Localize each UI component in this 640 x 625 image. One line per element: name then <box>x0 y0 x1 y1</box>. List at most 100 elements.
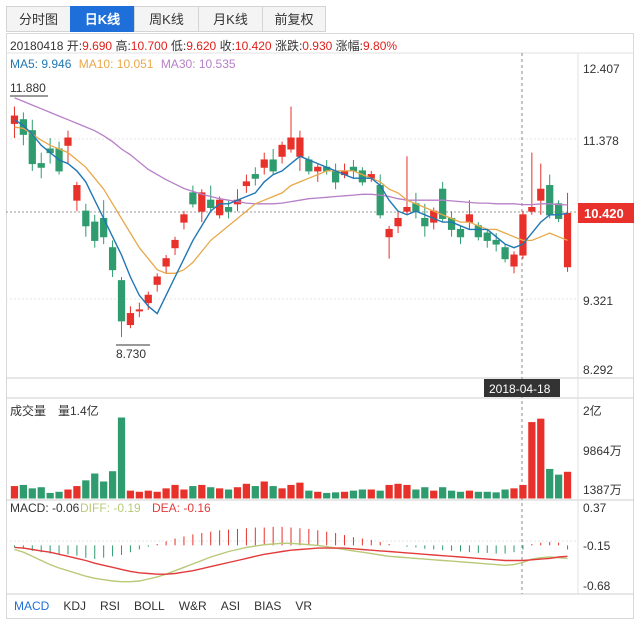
volume-bar-12 <box>117 417 126 499</box>
candle-60 <box>546 174 554 219</box>
volume-bar-13 <box>126 490 135 499</box>
current-price-tag <box>578 203 634 223</box>
candle-59 <box>537 163 545 215</box>
tab-intraday[interactable]: 分时图 <box>6 6 70 32</box>
volume-bar-1 <box>19 484 28 499</box>
tab-forward-adjusted[interactable]: 前复权 <box>262 6 326 32</box>
indicator-tab-asi[interactable]: ASI <box>220 599 241 613</box>
volume-amount: 量1.4亿 <box>58 403 99 418</box>
volume-bar-44 <box>403 484 411 499</box>
volume-bar-26 <box>242 483 251 499</box>
volume-bar-47 <box>430 490 438 499</box>
volume-bar-14 <box>135 491 143 499</box>
candle-29 <box>269 148 277 175</box>
candle-46 <box>421 203 429 237</box>
ma10-legend: MA10: 10.051 <box>78 57 154 71</box>
change-value: 0.930 <box>302 39 333 53</box>
indicator-tab-bias[interactable]: BIAS <box>254 599 282 613</box>
volume-bar-3 <box>37 487 45 499</box>
current-price-value: 10.420 <box>584 206 624 221</box>
volume-bar-56 <box>510 488 518 499</box>
volume-bar-27 <box>251 486 259 499</box>
candle-7 <box>73 181 81 212</box>
volume-bar-7 <box>73 486 81 499</box>
volume-bar-29 <box>269 486 277 499</box>
candle-49 <box>447 211 456 237</box>
volume-bar-2 <box>28 488 36 499</box>
candle-11 <box>108 240 117 277</box>
candle-27 <box>251 167 259 186</box>
price-tick-1: 12.407 <box>583 62 620 76</box>
volume-bar-0 <box>10 486 19 499</box>
candle-19 <box>180 211 188 230</box>
crosshair-date-box <box>484 379 560 397</box>
volume-bar-37 <box>340 491 349 499</box>
candle-39 <box>358 167 366 186</box>
tab-weekly-k[interactable]: 周K线 <box>134 6 198 32</box>
high-label: 高: <box>115 39 131 53</box>
ma5-legend: MA5: 9.946 <box>10 57 72 71</box>
candle-43 <box>394 211 402 234</box>
crosshair-date: 2018-04-18 <box>489 382 551 396</box>
candle-32 <box>296 130 304 171</box>
candle-58 <box>528 152 536 215</box>
indicator-tab-wr[interactable]: W&R <box>178 599 207 613</box>
indicator-tab-vr[interactable]: VR <box>295 599 313 613</box>
volume-bar-46 <box>421 487 429 499</box>
chart-tabs: 分时图 日K线 周K线 月K线 前复权 <box>6 6 326 32</box>
volume-bar-11 <box>108 471 117 499</box>
volume-bars <box>10 417 572 499</box>
volume-bar-28 <box>260 481 268 499</box>
candle-56 <box>510 251 518 274</box>
low-label: 低: <box>170 39 187 53</box>
volume-bar-18 <box>171 484 179 499</box>
tab-daily-k[interactable]: 日K线 <box>70 6 134 32</box>
candle-18 <box>171 236 179 256</box>
volume-bar-19 <box>180 489 188 499</box>
candle-28 <box>260 152 268 175</box>
volume-bar-6 <box>64 489 72 499</box>
candle-34 <box>314 163 322 182</box>
info-date: 20180418 <box>10 39 64 53</box>
volume-bar-8 <box>82 480 90 499</box>
candle-8 <box>82 203 90 237</box>
volume-bar-35 <box>323 492 331 499</box>
tab-monthly-k[interactable]: 月K线 <box>198 6 262 32</box>
candle-14 <box>135 302 143 318</box>
volume-bar-48 <box>439 487 447 499</box>
indicator-tab-rsi[interactable]: RSI <box>100 599 121 613</box>
volume-tick-1: 2亿 <box>583 403 602 418</box>
volume-bar-24 <box>224 489 233 499</box>
diff-line <box>14 542 568 583</box>
candle-17 <box>162 255 170 274</box>
min-price-label: 8.730 <box>116 347 146 361</box>
volume-bar-31 <box>287 484 295 499</box>
candle-20 <box>189 185 197 208</box>
candle-50 <box>456 225 465 245</box>
change-label: 涨跌: <box>274 39 303 53</box>
candle-55 <box>501 244 509 263</box>
candle-26 <box>242 174 251 193</box>
pct-value: 9.80% <box>363 39 398 53</box>
volume-bar-22 <box>207 487 215 499</box>
candle-6 <box>64 130 72 164</box>
volume-bar-10 <box>100 481 108 499</box>
volume-bar-16 <box>153 491 161 499</box>
volume-bar-58 <box>528 422 536 499</box>
volume-bar-17 <box>162 488 170 499</box>
indicator-tab-macd[interactable]: MACD <box>14 599 50 613</box>
diff-value: DIFF: -0.19 <box>80 501 141 515</box>
indicator-tab-boll[interactable]: BOLL <box>134 599 165 613</box>
volume-bar-30 <box>278 488 286 499</box>
volume-bar-42 <box>385 484 393 499</box>
volume-bar-34 <box>314 491 322 499</box>
indicator-tab-kdj[interactable]: KDJ <box>63 599 87 613</box>
volume-bar-33 <box>305 490 313 499</box>
candle-3 <box>37 152 45 179</box>
candle-2 <box>28 119 36 171</box>
volume-bar-41 <box>376 490 384 499</box>
dea-value: DEA: -0.16 <box>152 501 211 515</box>
candle-22 <box>207 185 215 212</box>
candle-9 <box>91 214 99 248</box>
